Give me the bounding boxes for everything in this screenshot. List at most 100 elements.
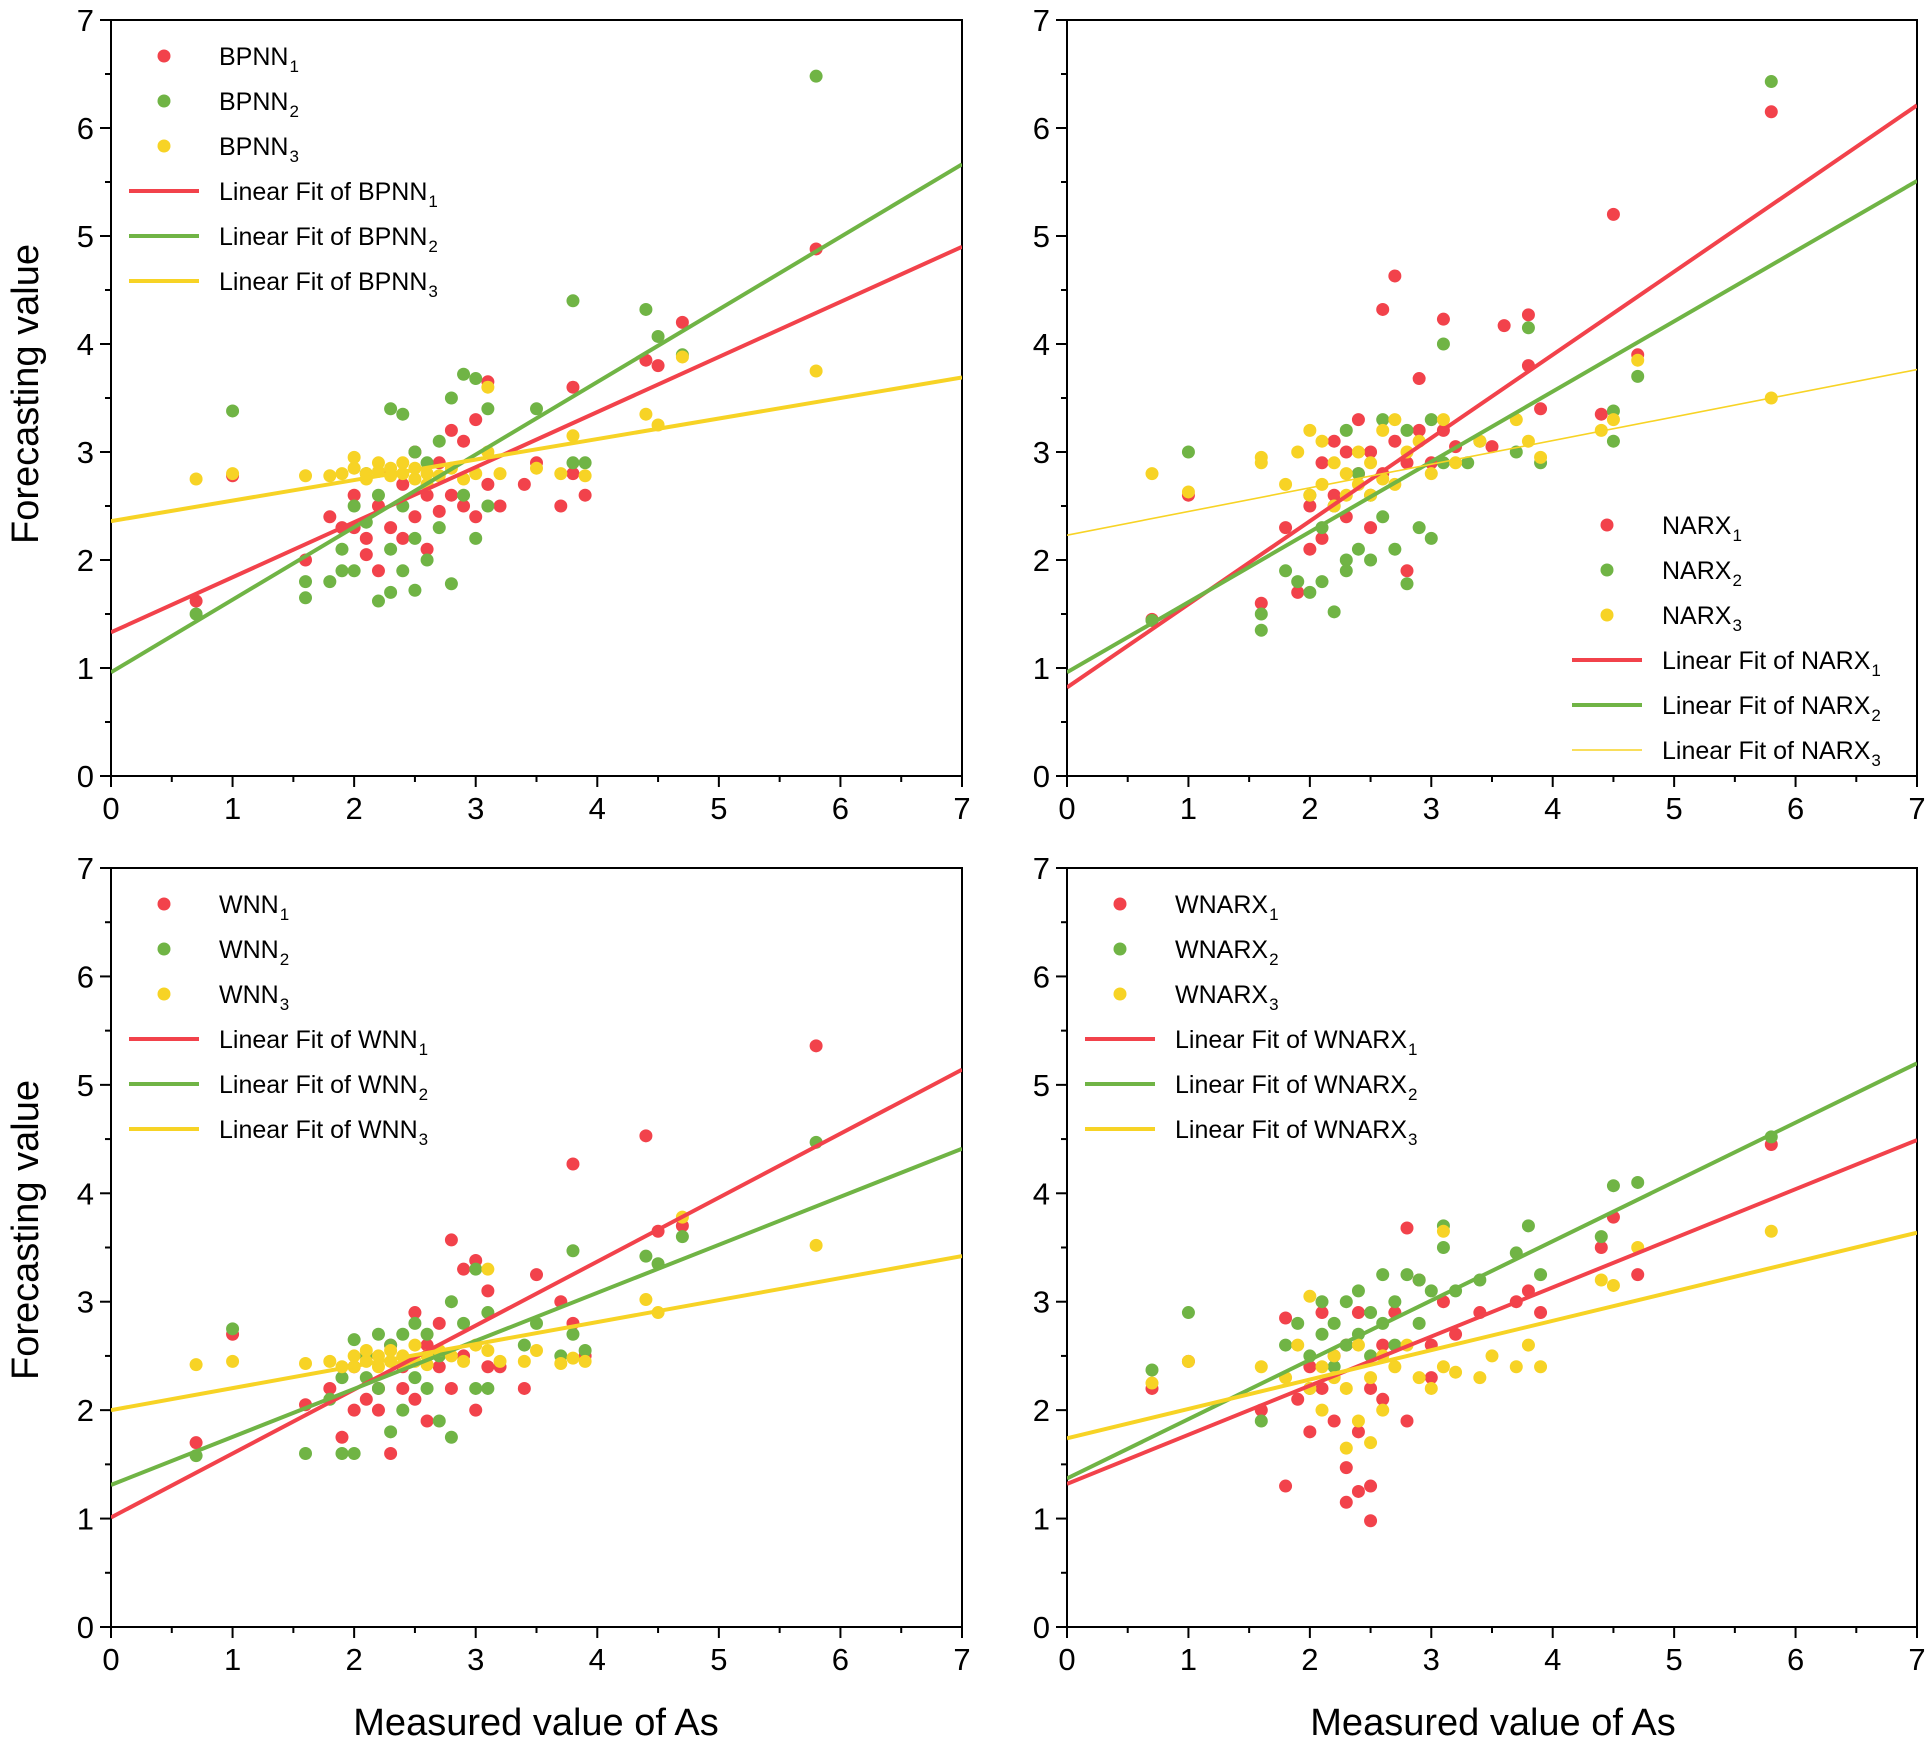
data-point xyxy=(1594,1241,1608,1254)
data-point xyxy=(457,434,471,448)
data-point xyxy=(1436,337,1450,351)
legend-label: Linear Fit of WNARX1 xyxy=(1175,1026,1417,1059)
data-point xyxy=(1400,1414,1414,1428)
data-point xyxy=(432,1414,446,1428)
data-point xyxy=(675,1230,689,1244)
legend-marker xyxy=(1600,518,1614,532)
data-point xyxy=(1315,477,1329,491)
data-point xyxy=(1388,434,1402,448)
data-point xyxy=(517,1338,531,1352)
data-point xyxy=(1594,407,1608,421)
data-point xyxy=(1327,488,1341,502)
data-point xyxy=(1339,1295,1353,1309)
data-point xyxy=(566,1157,580,1171)
data-point xyxy=(1631,353,1645,367)
y-tick-label: 6 xyxy=(1033,959,1050,994)
data-point xyxy=(651,329,665,343)
legend-label: BPNN3 xyxy=(219,133,299,166)
y-tick-label: 4 xyxy=(1033,1176,1050,1211)
legend-label: Linear Fit of WNARX2 xyxy=(1175,1071,1417,1104)
panel-bottom-right: 0 1 2 3 4 5 6 7 0 1 2 3 4 5 6 7 WNARX1 WNARX2 WNARX3 Linear… xyxy=(1033,851,1926,1677)
x-tick-label: 5 xyxy=(710,791,727,826)
data-point xyxy=(396,531,410,545)
data-point xyxy=(1364,456,1378,470)
data-point xyxy=(408,445,422,459)
data-point xyxy=(1254,607,1268,621)
data-point xyxy=(1339,564,1353,578)
data-point xyxy=(299,575,313,589)
data-point xyxy=(1436,456,1450,470)
x-tick-label: 7 xyxy=(1908,1642,1925,1677)
y-tick-label: 5 xyxy=(1033,1068,1050,1103)
data-point xyxy=(1145,467,1159,481)
data-point xyxy=(1315,1306,1329,1320)
data-point xyxy=(1303,542,1317,556)
data-point xyxy=(1364,553,1378,567)
scatter-series xyxy=(1145,1130,1778,1428)
y-tick-label: 0 xyxy=(77,759,94,794)
scatter-series xyxy=(1145,1224,1778,1455)
data-point xyxy=(384,1425,398,1439)
data-point xyxy=(408,531,422,545)
data-point xyxy=(1327,605,1341,619)
data-point xyxy=(566,294,580,308)
legend-label: Linear Fit of BPNN1 xyxy=(219,178,438,211)
y-tick-label: 4 xyxy=(77,327,94,362)
data-point xyxy=(481,499,495,513)
data-point xyxy=(444,423,458,437)
data-point xyxy=(1436,1360,1450,1374)
data-point xyxy=(469,413,483,427)
data-point xyxy=(1764,75,1778,89)
fit-line xyxy=(111,244,962,635)
data-point xyxy=(1351,467,1365,481)
data-point xyxy=(554,1357,568,1371)
data-point xyxy=(1364,1371,1378,1385)
data-point xyxy=(1400,564,1414,578)
data-point xyxy=(1364,1436,1378,1450)
data-point xyxy=(469,510,483,524)
data-point xyxy=(226,1322,240,1336)
data-point xyxy=(1279,521,1293,535)
y-tick-label: 2 xyxy=(1033,543,1050,578)
data-point xyxy=(1339,467,1353,481)
legend-label: Linear Fit of BPNN2 xyxy=(219,223,438,256)
data-point xyxy=(1254,596,1268,610)
data-point xyxy=(420,1327,434,1341)
data-point xyxy=(1376,510,1390,524)
data-point xyxy=(371,488,385,502)
data-point xyxy=(457,1262,471,1276)
data-point xyxy=(1291,1338,1305,1352)
data-point xyxy=(1364,521,1378,535)
data-point xyxy=(347,499,361,513)
legend-marker xyxy=(1113,897,1127,911)
fit-line xyxy=(111,162,962,675)
legend-label: NARX2 xyxy=(1662,557,1742,590)
data-point xyxy=(566,380,580,394)
y-tick-label: 1 xyxy=(1033,651,1050,686)
x-tick-label: 3 xyxy=(1423,791,1440,826)
data-point xyxy=(1291,1316,1305,1330)
data-point xyxy=(335,542,349,556)
y-tick-label: 2 xyxy=(77,543,94,578)
data-point xyxy=(1279,1479,1293,1493)
data-point xyxy=(1412,372,1426,386)
data-point xyxy=(578,1354,592,1368)
data-point xyxy=(1388,269,1402,283)
x-tick-label: 0 xyxy=(102,1642,119,1677)
data-point xyxy=(384,402,398,416)
x-tick-label: 2 xyxy=(1301,1642,1318,1677)
legend-marker xyxy=(157,987,171,1001)
y-axis-title-bottom: Forecasting value xyxy=(5,1080,47,1380)
y-tick-label: 6 xyxy=(1033,111,1050,146)
data-point xyxy=(371,1403,385,1417)
data-point xyxy=(432,521,446,535)
data-point xyxy=(1606,434,1620,448)
legend-label: WNARX2 xyxy=(1175,936,1279,969)
data-point xyxy=(566,467,580,481)
legend-marker xyxy=(1600,563,1614,577)
data-point xyxy=(1315,575,1329,589)
data-point xyxy=(1327,1360,1341,1374)
data-point xyxy=(481,1284,495,1298)
data-point xyxy=(1339,553,1353,567)
